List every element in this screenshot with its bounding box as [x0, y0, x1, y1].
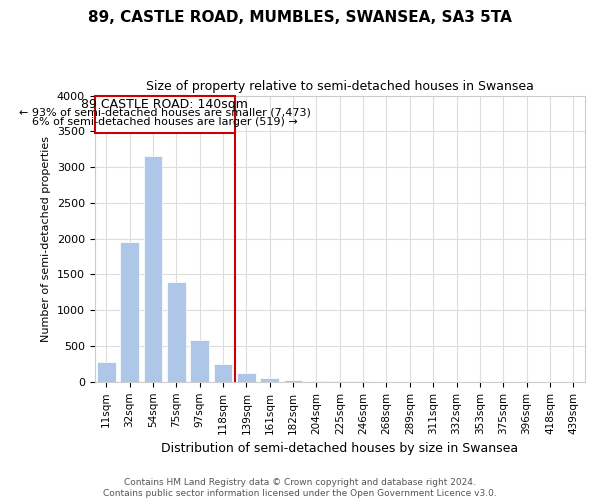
- Text: Contains HM Land Registry data © Crown copyright and database right 2024.
Contai: Contains HM Land Registry data © Crown c…: [103, 478, 497, 498]
- Text: 6% of semi-detached houses are larger (519) →: 6% of semi-detached houses are larger (5…: [32, 117, 298, 127]
- Bar: [284, 380, 302, 382]
- FancyBboxPatch shape: [95, 96, 235, 133]
- Bar: [97, 362, 116, 382]
- Bar: [190, 340, 209, 382]
- Bar: [214, 364, 232, 382]
- Bar: [167, 282, 185, 382]
- Text: ← 93% of semi-detached houses are smaller (7,473): ← 93% of semi-detached houses are smalle…: [19, 108, 311, 118]
- Y-axis label: Number of semi-detached properties: Number of semi-detached properties: [41, 136, 51, 342]
- Title: Size of property relative to semi-detached houses in Swansea: Size of property relative to semi-detach…: [146, 80, 533, 93]
- Text: 89, CASTLE ROAD, MUMBLES, SWANSEA, SA3 5TA: 89, CASTLE ROAD, MUMBLES, SWANSEA, SA3 5…: [88, 10, 512, 25]
- Bar: [260, 378, 279, 382]
- X-axis label: Distribution of semi-detached houses by size in Swansea: Distribution of semi-detached houses by …: [161, 442, 518, 455]
- Bar: [307, 380, 326, 382]
- Bar: [331, 381, 349, 382]
- Bar: [120, 242, 139, 382]
- Bar: [237, 372, 256, 382]
- Bar: [143, 156, 162, 382]
- Text: 89 CASTLE ROAD: 140sqm: 89 CASTLE ROAD: 140sqm: [81, 98, 248, 112]
